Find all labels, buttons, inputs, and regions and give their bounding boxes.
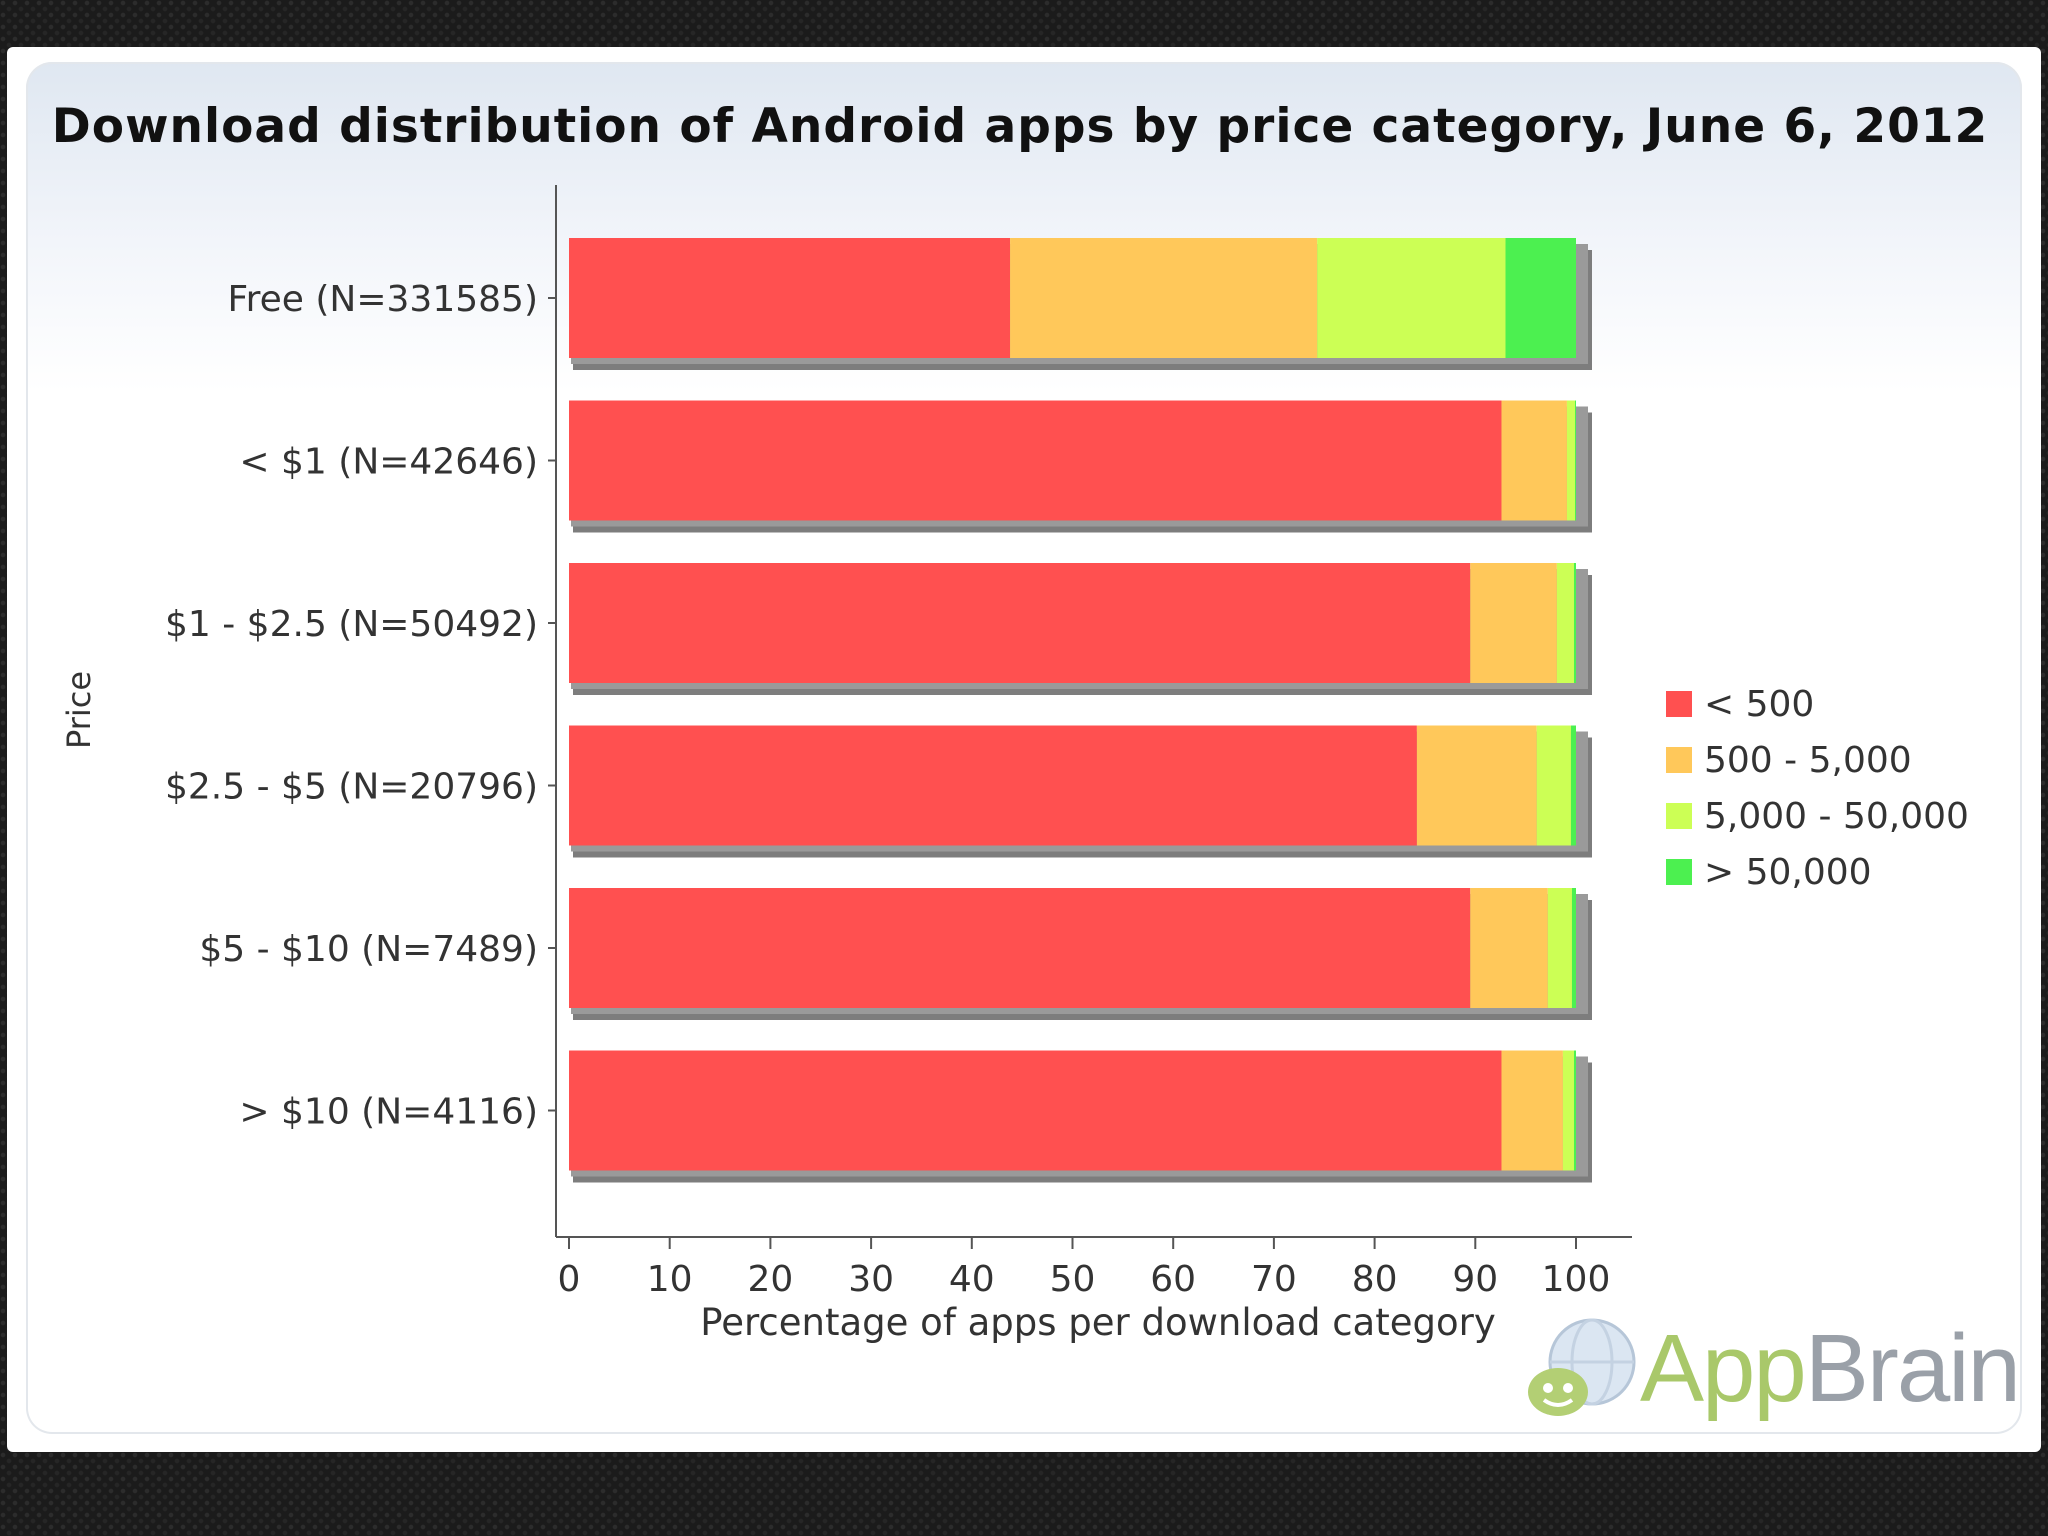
logo-text-brain: Brain (1804, 1315, 2021, 1422)
x-tick-label: 10 (647, 1259, 693, 1300)
bar-segment-3-3 (1556, 563, 1574, 683)
bar-segment-6-1 (569, 1050, 1502, 1171)
category-label: Free (N=331585) (228, 279, 538, 320)
bar-segment-3-2 (1470, 563, 1557, 683)
x-tick-label: 40 (949, 1259, 995, 1300)
bar-segment-4-2 (1416, 725, 1537, 846)
x-tick-label: 50 (1050, 1259, 1096, 1300)
bar-segment-2-4 (1574, 400, 1576, 521)
bar-segment-6-2 (1501, 1050, 1563, 1171)
category-label: > $10 (N=4116) (239, 1092, 538, 1133)
legend-swatch (1666, 691, 1692, 717)
x-tick-label: 30 (848, 1259, 894, 1300)
bar-segment-5-1 (569, 888, 1471, 1008)
category-label: $2.5 - $5 (N=20796) (165, 767, 538, 808)
legend-label: < 500 (1704, 684, 1814, 725)
legend-label: 500 - 5,000 (1704, 740, 1912, 781)
chart-title: Download distribution of Android apps by… (52, 99, 1988, 154)
logo-text-app: App (1640, 1315, 1807, 1422)
bar-segment-5-4 (1571, 888, 1576, 1008)
category-label: $1 - $2.5 (N=50492) (165, 604, 538, 645)
bar-segment-5-2 (1470, 888, 1548, 1008)
bar-segment-1-1 (569, 238, 1011, 358)
x-tick-label: 90 (1452, 1259, 1498, 1300)
bar-segment-1-4 (1505, 238, 1576, 358)
bar-segment-6-3 (1562, 1050, 1574, 1171)
bar-segment-1-3 (1317, 238, 1506, 358)
bar-segment-2-1 (569, 400, 1502, 521)
bar-segment-3-1 (569, 563, 1471, 683)
x-tick-label: 0 (558, 1259, 581, 1300)
legend-swatch (1666, 803, 1692, 829)
bar-segment-4-4 (1570, 725, 1576, 846)
android-globe-icon (1528, 1318, 1636, 1416)
appbrain-wordmark: AppBrain (1640, 1314, 2021, 1424)
bar-segment-3-4 (1573, 563, 1576, 683)
bar-segment-6-4 (1573, 1050, 1576, 1171)
legend-label: 5,000 - 50,000 (1704, 796, 1969, 837)
category-label: $5 - $10 (N=7489) (199, 929, 538, 970)
x-tick-label: 80 (1352, 1259, 1398, 1300)
x-tick-label: 20 (747, 1259, 793, 1300)
x-tick-label: 70 (1251, 1259, 1297, 1300)
bar-segment-1-2 (1010, 238, 1318, 358)
category-label: < $1 (N=42646) (239, 442, 538, 483)
bar-segment-2-3 (1566, 400, 1575, 521)
x-tick-label: 100 (1542, 1259, 1611, 1300)
legend-swatch (1666, 747, 1692, 773)
legend-swatch (1666, 859, 1692, 885)
x-axis-label: Percentage of apps per download category (700, 1301, 1495, 1344)
bar-segment-5-3 (1547, 888, 1572, 1008)
legend-label: > 50,000 (1704, 852, 1872, 893)
bar-segment-4-3 (1536, 725, 1571, 846)
appbrain-logo: AppBrain (1522, 1310, 2022, 1430)
x-tick-label: 60 (1150, 1259, 1196, 1300)
y-axis-label: Price (60, 671, 98, 749)
bar-segment-4-1 (569, 725, 1417, 846)
bar-segment-2-2 (1501, 400, 1567, 521)
